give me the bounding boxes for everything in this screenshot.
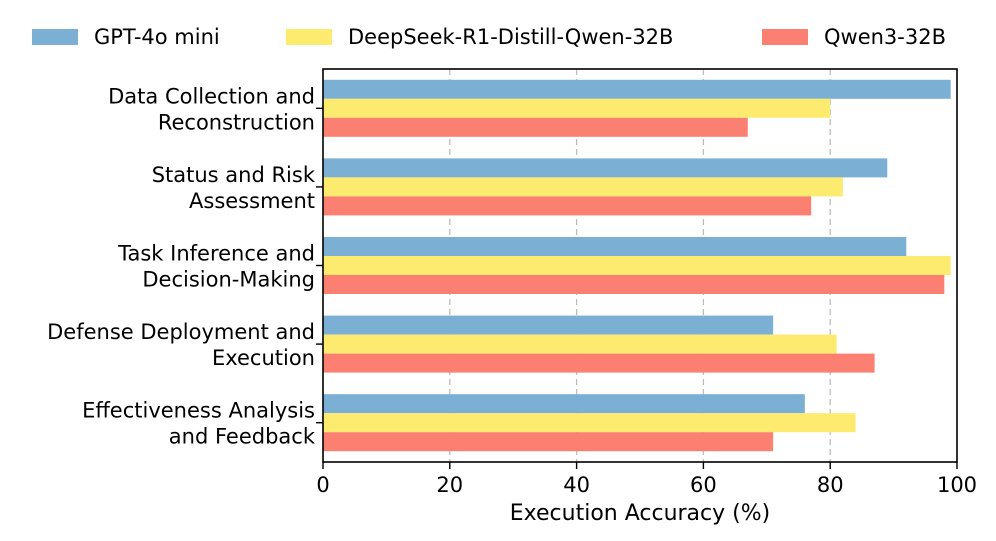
y-tick-label: Data Collection and bbox=[108, 84, 315, 108]
bar bbox=[323, 334, 837, 354]
x-tick-label: 60 bbox=[690, 473, 717, 497]
x-tick-label: 20 bbox=[436, 473, 463, 497]
bar bbox=[323, 196, 812, 216]
bar bbox=[323, 394, 805, 414]
bar bbox=[323, 177, 843, 197]
bar bbox=[323, 275, 945, 294]
legend-label: Qwen3-32B bbox=[824, 25, 947, 49]
bar bbox=[323, 117, 748, 137]
legend-label: GPT-4o mini bbox=[94, 25, 220, 49]
y-tick-label: Effectiveness Analysis bbox=[82, 399, 315, 423]
bar bbox=[323, 79, 951, 99]
legend: GPT-4o mini DeepSeek-R1-Distill-Qwen-32B… bbox=[0, 22, 996, 52]
y-tick-label: Status and Risk bbox=[152, 163, 316, 187]
x-axis-ticks: 0 20 40 60 80 100 bbox=[316, 462, 977, 497]
bars bbox=[323, 79, 951, 452]
x-tick-label: 0 bbox=[316, 473, 329, 497]
y-tick-label: Decision-Making bbox=[142, 268, 315, 292]
bar bbox=[323, 315, 774, 335]
bar bbox=[323, 256, 951, 275]
y-tick-label: Defense Deployment and bbox=[47, 320, 315, 344]
x-tick-label: 80 bbox=[817, 473, 844, 497]
bar bbox=[323, 237, 907, 256]
x-tick-label: 40 bbox=[563, 473, 590, 497]
x-tick-label: 100 bbox=[937, 473, 977, 497]
legend-item-qwen3: Qwen3-32B bbox=[762, 22, 946, 52]
x-axis-label: Execution Accuracy (%) bbox=[510, 501, 770, 526]
legend-swatch-deepseek bbox=[286, 29, 332, 45]
bar bbox=[323, 413, 856, 433]
bar bbox=[323, 353, 875, 373]
bar bbox=[323, 432, 774, 452]
y-tick-label: Assessment bbox=[189, 189, 315, 213]
y-tick-label: and Feedback bbox=[169, 425, 316, 449]
bar bbox=[323, 98, 831, 118]
legend-label: DeepSeek-R1-Distill-Qwen-32B bbox=[348, 25, 674, 49]
legend-item-deepseek: DeepSeek-R1-Distill-Qwen-32B bbox=[286, 22, 673, 52]
legend-swatch-qwen3 bbox=[762, 29, 808, 45]
legend-item-gpt-4o-mini: GPT-4o mini bbox=[32, 22, 220, 52]
y-tick-label: Execution bbox=[212, 346, 315, 370]
legend-swatch-gpt-4o-mini bbox=[32, 29, 78, 45]
y-tick-label: Task Inference and bbox=[117, 242, 315, 266]
bar bbox=[323, 158, 888, 178]
y-tick-label: Reconstruction bbox=[158, 110, 315, 134]
